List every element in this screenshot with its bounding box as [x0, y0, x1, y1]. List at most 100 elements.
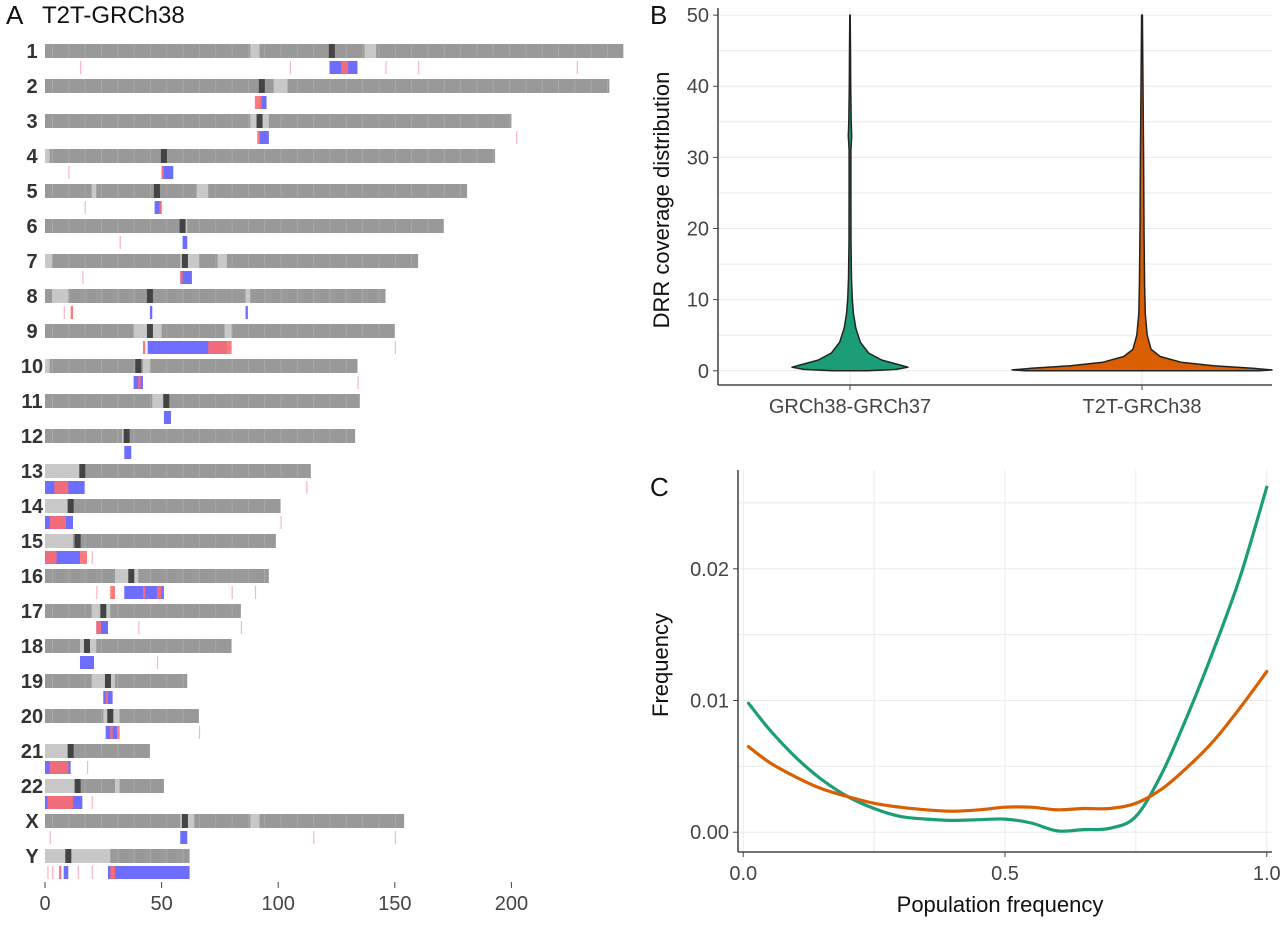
sparse-tick — [231, 586, 233, 599]
chromosome-texture — [166, 464, 168, 478]
chromosome-texture — [247, 44, 249, 58]
chromosome-texture — [84, 254, 86, 268]
chromosome-row-10: 10 — [21, 356, 359, 389]
sparse-tick — [394, 831, 396, 844]
chromosome-texture — [264, 149, 266, 163]
light-band — [45, 464, 80, 478]
panel-b-label: B — [650, 0, 667, 30]
chromosome-texture — [264, 289, 266, 303]
sparse-tick — [51, 866, 54, 879]
chromosome-texture — [133, 114, 135, 128]
chromosome-texture — [198, 499, 200, 513]
chromosome-row-11: 11 — [21, 391, 360, 424]
light-band — [91, 674, 115, 688]
violin-t2t-grch38 — [1011, 14, 1273, 372]
chromosome-texture — [84, 779, 86, 793]
chromosome-texture — [231, 534, 233, 548]
x-tick-label: 200 — [495, 893, 528, 915]
chromosome-texture — [541, 79, 543, 93]
chromosome-row-2: 2 — [26, 76, 610, 109]
chromosome-texture — [182, 114, 184, 128]
chromosome-texture — [51, 674, 53, 688]
chromosome-row-19: 19 — [21, 671, 188, 704]
panel-a: A T2T-GRCh38 123456789101112131415161718… — [6, 0, 624, 915]
centromere — [179, 219, 186, 233]
red-region — [208, 341, 232, 354]
blue-region — [161, 166, 174, 179]
chromosome-texture — [362, 814, 364, 828]
light-band — [245, 289, 251, 303]
chromosome-texture — [247, 499, 249, 513]
chromosome-texture — [345, 814, 347, 828]
chromosome-texture — [247, 79, 249, 93]
centromere — [146, 324, 153, 338]
panel-a-label: A — [6, 0, 24, 30]
chromosome-texture — [133, 744, 135, 758]
sparse-tick — [576, 61, 578, 74]
chromosome-texture — [443, 114, 445, 128]
sparse-tick — [49, 831, 51, 844]
chromosome-row-18: 18 — [21, 636, 232, 669]
centromere — [100, 604, 107, 618]
chromosome-texture — [313, 254, 315, 268]
sparse-tick — [280, 516, 282, 529]
chromosome-row-12: 12 — [21, 426, 356, 459]
chromosome-texture — [394, 254, 396, 268]
chromosome-texture — [264, 359, 266, 373]
chromosome-texture — [329, 289, 331, 303]
chromosome-texture — [427, 219, 429, 233]
chromosome-texture — [231, 429, 233, 443]
chromosome-texture — [280, 114, 282, 128]
chromosome-texture — [280, 324, 282, 338]
chromosome-bar — [45, 184, 468, 198]
chromosome-texture — [117, 254, 119, 268]
y-tick-label: 50 — [687, 5, 709, 27]
sparse-tick — [79, 61, 82, 74]
chromosome-texture — [117, 394, 119, 408]
chromosome-texture — [84, 79, 86, 93]
chromosome-texture — [68, 79, 70, 93]
chromosome-texture — [198, 359, 200, 373]
chromosome-texture — [460, 184, 462, 198]
chromosome-texture — [280, 359, 282, 373]
chromosome-texture — [100, 779, 102, 793]
chromosome-texture — [149, 219, 151, 233]
chromosome-texture — [100, 744, 102, 758]
chromosome-texture — [68, 674, 70, 688]
chromosome-texture — [460, 79, 462, 93]
chromosome-texture — [558, 44, 560, 58]
chromosome-label: 22 — [21, 776, 43, 798]
chromosome-texture — [133, 814, 135, 828]
chromosome-texture — [68, 184, 70, 198]
chromosome-texture — [296, 464, 298, 478]
chromosome-row-13: 13 — [21, 461, 311, 494]
light-band — [114, 779, 120, 793]
chromosome-texture — [198, 254, 200, 268]
chromosome-texture — [378, 114, 380, 128]
chromosome-texture — [51, 184, 53, 198]
chromosome-bar — [45, 674, 188, 688]
chromosome-texture — [378, 184, 380, 198]
chromosome-texture — [264, 324, 266, 338]
chromosome-texture — [68, 709, 70, 723]
chromosome-texture — [166, 219, 168, 233]
sparse-tick — [198, 726, 201, 739]
blue-region — [163, 411, 171, 424]
light-band — [51, 289, 69, 303]
red-region — [117, 726, 120, 739]
chromosome-texture — [84, 534, 86, 548]
chromosome-texture — [296, 184, 298, 198]
chromosome-texture — [264, 464, 266, 478]
centromere — [135, 359, 142, 373]
chromosome-texture — [296, 254, 298, 268]
red-region — [257, 131, 260, 144]
chromosome-texture — [329, 219, 331, 233]
chromosome-texture — [215, 569, 217, 583]
chromosome-texture — [133, 674, 135, 688]
chromosome-texture — [84, 569, 86, 583]
chromosome-texture — [149, 394, 151, 408]
sparse-tick — [91, 866, 93, 879]
chromosome-texture — [182, 184, 184, 198]
chromosome-texture — [84, 359, 86, 373]
